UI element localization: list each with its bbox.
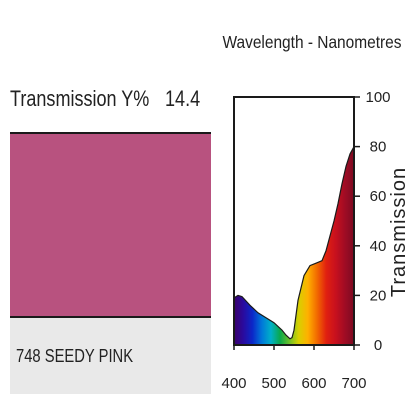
spectrum-fill <box>234 146 354 345</box>
filter-name-panel: 748 SEEDY PINK <box>10 316 211 394</box>
spectrum-area <box>234 146 354 345</box>
transmission-curve <box>233 146 355 340</box>
x-tick-label: 700 <box>341 375 366 392</box>
y-tick-label: 40 <box>370 238 387 255</box>
y-tick-label: 20 <box>370 287 387 304</box>
x-tick-label: 500 <box>261 375 286 392</box>
y-axis-label: Transmission <box>388 167 410 297</box>
color-swatch <box>10 132 211 316</box>
transmission-value: 14.4 <box>165 86 201 111</box>
plot-frame <box>233 96 355 346</box>
transmission-label: Transmission Y% <box>10 86 150 111</box>
y-tick-label: 0 <box>374 337 382 354</box>
y-tick-label: 80 <box>370 139 387 156</box>
y-axis: 0 20 40 60 80 100 <box>354 89 391 354</box>
x-tick-label: 600 <box>301 375 326 392</box>
chart-title: Wavelength - Nanometres <box>222 32 401 52</box>
y-tick-label: 100 <box>365 89 390 106</box>
y-tick-label: 60 <box>370 188 387 205</box>
x-axis: 400 500 600 700 <box>221 345 367 392</box>
filter-name: 748 SEEDY PINK <box>16 346 134 366</box>
x-tick-label: 400 <box>221 375 246 392</box>
